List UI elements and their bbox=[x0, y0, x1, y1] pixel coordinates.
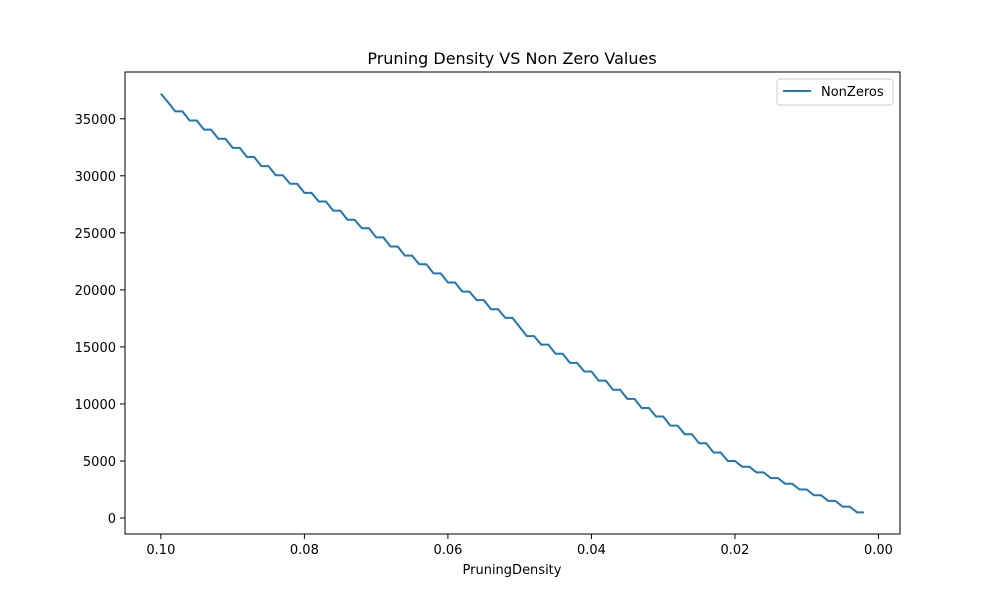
y-axis-ticks: 0 5000 10000 15000 20000 25000 30000 35000 bbox=[75, 113, 125, 527]
legend-label-nonzeros: NonZeros bbox=[821, 85, 884, 100]
y-tick-label: 35000 bbox=[75, 113, 116, 128]
y-tick-label: 25000 bbox=[75, 227, 116, 242]
x-tick-label: 0.04 bbox=[577, 543, 606, 558]
x-tick-label: 0.00 bbox=[864, 543, 893, 558]
y-tick-label: 15000 bbox=[75, 341, 116, 356]
x-tick-label: 0.08 bbox=[290, 543, 319, 558]
series-line-nonzeros bbox=[160, 93, 865, 514]
x-tick-label: 0.02 bbox=[720, 543, 749, 558]
chart-title: Pruning Density VS Non Zero Values bbox=[367, 49, 656, 68]
series-layer bbox=[160, 93, 865, 514]
y-tick-label: 0 bbox=[108, 512, 116, 527]
legend-box bbox=[776, 78, 894, 106]
y-tick-label: 30000 bbox=[75, 170, 116, 185]
y-tick-label: 10000 bbox=[75, 398, 116, 413]
x-tick-label: 0.06 bbox=[433, 543, 462, 558]
y-tick-label: 5000 bbox=[83, 455, 116, 470]
y-tick-label: 20000 bbox=[75, 284, 116, 299]
plot-area bbox=[124, 71, 901, 535]
x-axis-title: PruningDensity bbox=[463, 563, 562, 578]
x-axis-ticks: 0.10 0.08 0.06 0.04 0.02 0.00 bbox=[146, 534, 893, 558]
x-tick-label: 0.10 bbox=[146, 543, 175, 558]
plot-frame bbox=[124, 71, 901, 535]
legend: NonZeros bbox=[776, 78, 894, 106]
